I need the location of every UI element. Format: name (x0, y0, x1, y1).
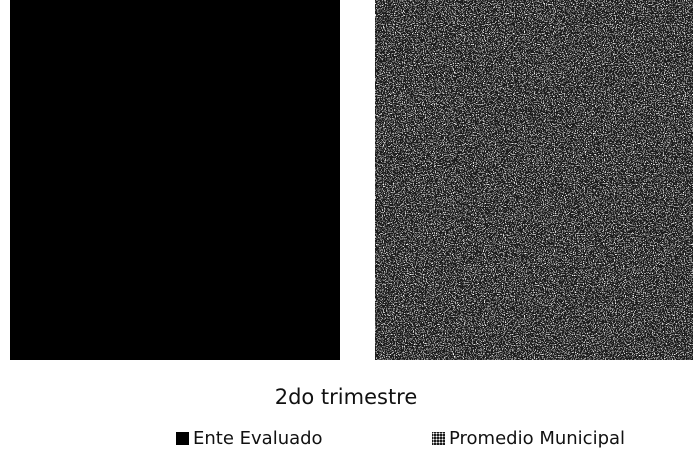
legend-item-promedio-municipal: Promedio Municipal (432, 428, 625, 449)
legend-item-ente-evaluado: Ente Evaluado (176, 428, 323, 449)
legend-swatch-promedio-municipal (432, 432, 445, 445)
bars-layer (10, 0, 693, 361)
legend-label-promedio-municipal: Promedio Municipal (449, 428, 626, 449)
legend: Ente Evaluado Promedio Municipal (0, 428, 693, 454)
bar-promedio-municipal (375, 0, 693, 361)
legend-label-ente-evaluado: Ente Evaluado (193, 428, 323, 449)
legend-swatch-ente-evaluado (176, 432, 189, 445)
category-label: 2do trimestre (275, 385, 418, 409)
bar-ente-evaluado (10, 0, 340, 360)
